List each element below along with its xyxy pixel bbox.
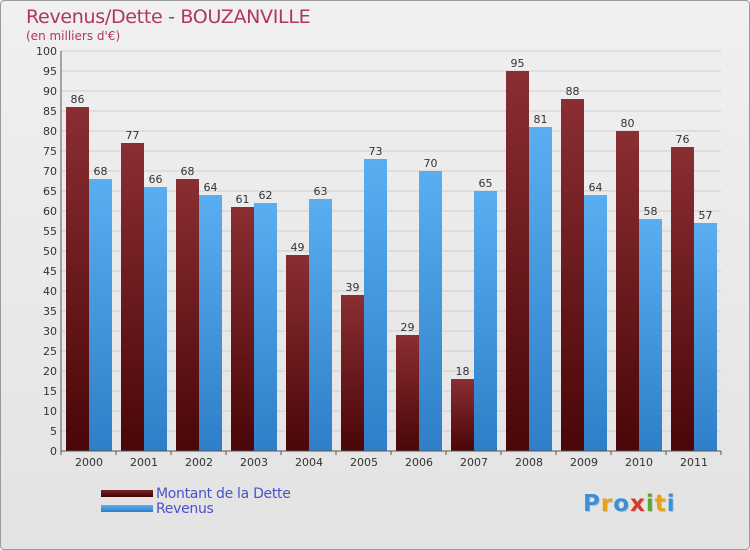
bar-revenus-2010 bbox=[639, 219, 662, 451]
x-tick-label: 2003 bbox=[240, 456, 268, 469]
y-tick-label: 15 bbox=[43, 385, 57, 398]
data-label: 81 bbox=[534, 113, 548, 126]
y-tick-label: 45 bbox=[43, 265, 57, 278]
bar-revenus-2008 bbox=[529, 127, 552, 451]
y-tick-label: 80 bbox=[43, 125, 57, 138]
bar-revenus-2003 bbox=[254, 203, 277, 451]
legend-label-debt: Montant de la Dette bbox=[156, 486, 291, 502]
bar-dette-2004 bbox=[286, 255, 309, 451]
data-label: 64 bbox=[589, 181, 603, 194]
bar-dette-2001 bbox=[121, 143, 144, 451]
data-label: 57 bbox=[699, 209, 713, 222]
y-tick-label: 65 bbox=[43, 185, 57, 198]
data-label: 29 bbox=[401, 321, 415, 334]
x-tick-label: 2004 bbox=[295, 456, 323, 469]
data-label: 68 bbox=[181, 165, 195, 178]
bar-revenus-2005 bbox=[364, 159, 387, 451]
y-tick-label: 60 bbox=[43, 205, 57, 218]
chart-title: Revenus/Dette - BOUZANVILLE bbox=[26, 6, 311, 28]
logo-letter: o bbox=[613, 491, 631, 517]
logo-letter: x bbox=[630, 491, 646, 517]
x-tick-label: 2007 bbox=[460, 456, 488, 469]
logo-letter: i bbox=[666, 491, 676, 517]
bar-dette-2010 bbox=[616, 131, 639, 451]
y-tick-label: 30 bbox=[43, 325, 57, 338]
y-tick-label: 90 bbox=[43, 85, 57, 98]
y-tick-label: 10 bbox=[43, 405, 57, 418]
data-label: 70 bbox=[424, 157, 438, 170]
data-label: 88 bbox=[566, 85, 580, 98]
data-label: 95 bbox=[511, 57, 525, 70]
bar-dette-2006 bbox=[396, 335, 419, 451]
y-tick-label: 100 bbox=[36, 45, 57, 58]
logo-letter: r bbox=[600, 491, 614, 517]
x-tick-label: 2001 bbox=[130, 456, 158, 469]
y-tick-label: 55 bbox=[43, 225, 57, 238]
data-label: 86 bbox=[71, 93, 85, 106]
x-tick-label: 2002 bbox=[185, 456, 213, 469]
y-tick-label: 25 bbox=[43, 345, 57, 358]
y-tick-label: 75 bbox=[43, 145, 57, 158]
data-label: 58 bbox=[644, 205, 658, 218]
data-label: 77 bbox=[126, 129, 140, 142]
bar-revenus-2007 bbox=[474, 191, 497, 451]
bar-dette-2000 bbox=[66, 107, 89, 451]
data-label: 64 bbox=[204, 181, 218, 194]
bar-revenus-2011 bbox=[694, 223, 717, 451]
bar-revenus-2000 bbox=[89, 179, 112, 451]
data-label: 66 bbox=[149, 173, 163, 186]
data-label: 80 bbox=[621, 117, 635, 130]
bar-dette-2008 bbox=[506, 71, 529, 451]
x-tick-label: 2000 bbox=[75, 456, 103, 469]
legend-swatch-revenus bbox=[101, 505, 153, 512]
bar-revenus-2001 bbox=[144, 187, 167, 451]
y-tick-label: 40 bbox=[43, 285, 57, 298]
x-tick-label: 2009 bbox=[570, 456, 598, 469]
x-tick-label: 2008 bbox=[515, 456, 543, 469]
logo-letter: t bbox=[654, 491, 667, 517]
bar-dette-2009 bbox=[561, 99, 584, 451]
y-tick-label: 85 bbox=[43, 105, 57, 118]
bar-revenus-2004 bbox=[309, 199, 332, 451]
data-label: 76 bbox=[676, 133, 690, 146]
bar-revenus-2006 bbox=[419, 171, 442, 451]
x-tick-label: 2005 bbox=[350, 456, 378, 469]
data-label: 73 bbox=[369, 145, 383, 158]
bar-dette-2011 bbox=[671, 147, 694, 451]
bar-dette-2002 bbox=[176, 179, 199, 451]
data-label: 18 bbox=[456, 365, 470, 378]
data-label: 39 bbox=[346, 281, 360, 294]
data-label: 61 bbox=[236, 193, 250, 206]
data-label: 68 bbox=[94, 165, 108, 178]
y-tick-label: 50 bbox=[43, 245, 57, 258]
y-tick-label: 0 bbox=[50, 445, 57, 458]
data-label: 65 bbox=[479, 177, 493, 190]
x-tick-label: 2006 bbox=[405, 456, 433, 469]
data-label: 62 bbox=[259, 189, 273, 202]
proxiti-logo: Proxiti bbox=[583, 491, 676, 517]
bar-dette-2005 bbox=[341, 295, 364, 451]
y-tick-label: 20 bbox=[43, 365, 57, 378]
y-tick-label: 5 bbox=[50, 425, 57, 438]
y-tick-label: 95 bbox=[43, 65, 57, 78]
bar-dette-2003 bbox=[231, 207, 254, 451]
y-tick-label: 35 bbox=[43, 305, 57, 318]
logo-letter: P bbox=[583, 491, 601, 517]
bar-revenus-2009 bbox=[584, 195, 607, 451]
data-label: 63 bbox=[314, 185, 328, 198]
logo-letter: i bbox=[645, 491, 655, 517]
bar-dette-2007 bbox=[451, 379, 474, 451]
x-tick-label: 2010 bbox=[625, 456, 653, 469]
x-tick-label: 2011 bbox=[680, 456, 708, 469]
legend-label-revenus: Revenus bbox=[156, 501, 214, 517]
legend-swatch-debt bbox=[101, 490, 153, 497]
bar-revenus-2002 bbox=[199, 195, 222, 451]
chart-subtitle: (en milliers d'€) bbox=[26, 29, 121, 43]
y-tick-label: 70 bbox=[43, 165, 57, 178]
data-label: 49 bbox=[291, 241, 305, 254]
